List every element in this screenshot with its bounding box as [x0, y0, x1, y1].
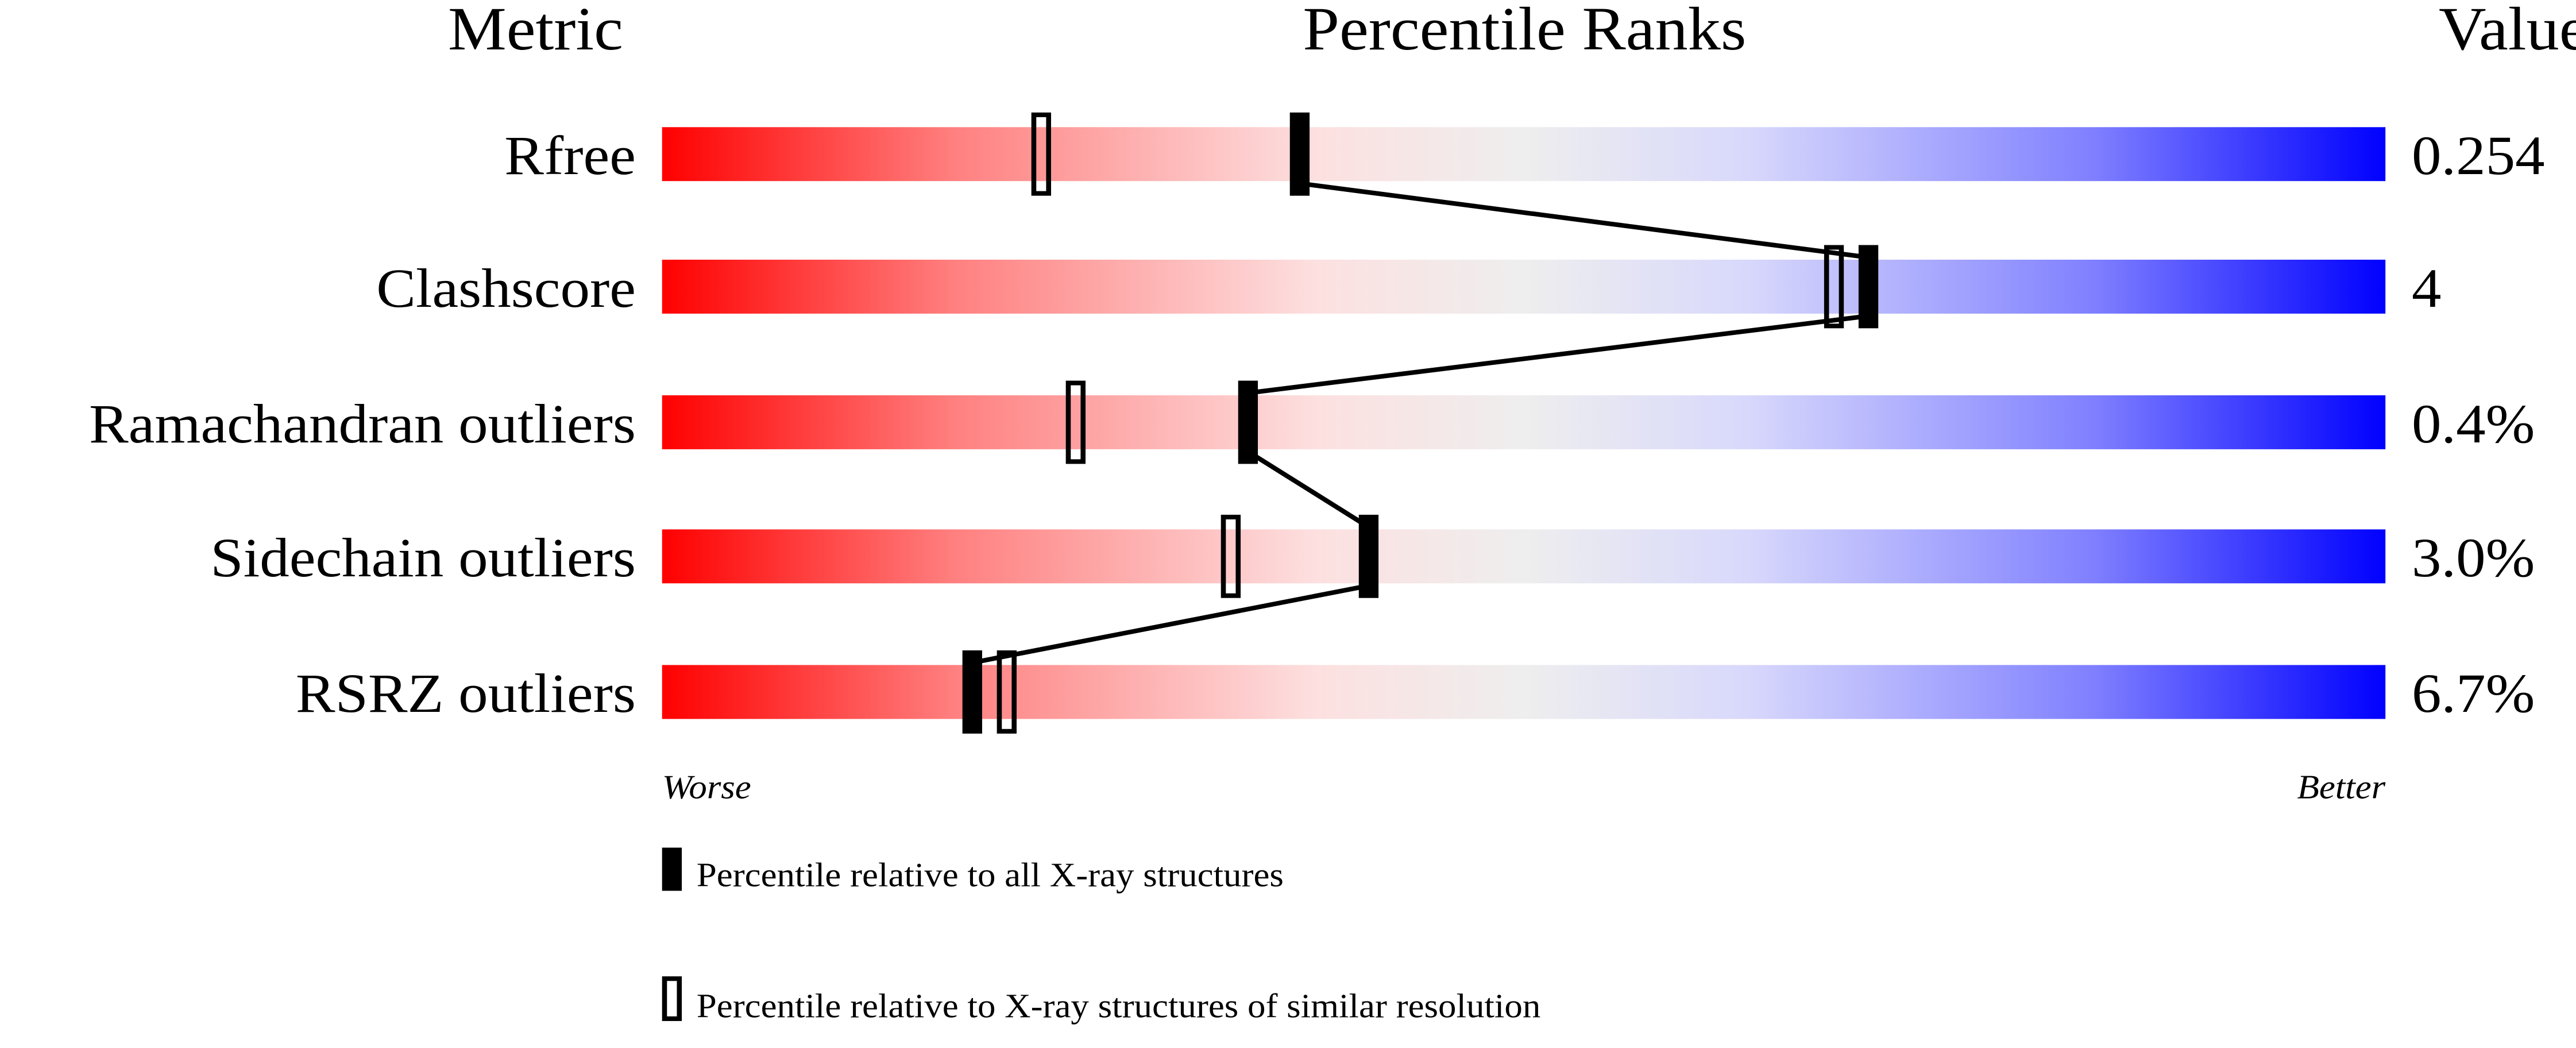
marker-all-structures: [1238, 380, 1258, 464]
connector-line: [1299, 181, 1869, 260]
header-metric: Metric: [448, 0, 623, 63]
legend-open-marker: [662, 976, 682, 1022]
marker-similar-resolution: [1824, 245, 1844, 329]
percentile-bar: [662, 665, 2386, 719]
percentile-bar: [662, 127, 2386, 182]
metric-value: 6.7%: [2412, 662, 2535, 724]
metric-label: RSRZ outliers: [296, 662, 636, 724]
metric-label: Rfree: [504, 125, 636, 186]
metric-value: 4: [2412, 257, 2441, 319]
percentile-bar: [662, 259, 2386, 314]
percentile-bar: [662, 529, 2386, 584]
marker-similar-resolution: [997, 650, 1017, 734]
legend-label-all: Percentile relative to all X-ray structu…: [697, 857, 1284, 894]
metric-value: 0.4%: [2412, 393, 2535, 454]
metric-value: 0.254: [2412, 125, 2545, 186]
connector-line: [1246, 449, 1370, 529]
marker-all-structures: [1858, 245, 1879, 329]
marker-similar-resolution: [1031, 112, 1051, 196]
header-value: Value: [2439, 0, 2576, 63]
metric-label: Sidechain outliers: [210, 527, 635, 588]
marker-similar-resolution: [1221, 514, 1241, 598]
marker-similar-resolution: [1065, 380, 1086, 464]
marker-all-structures: [962, 650, 982, 734]
marker-all-structures: [1358, 514, 1379, 598]
legend-filled-marker: [662, 847, 682, 891]
header-percentile-ranks: Percentile Ranks: [1303, 0, 1746, 63]
axis-label-better: Better: [2297, 769, 2385, 806]
connector-line: [971, 583, 1369, 665]
legend-label-similar: Percentile relative to X-ray structures …: [697, 988, 1541, 1025]
percentile-bar: [662, 395, 2386, 449]
metric-label: Clashscore: [376, 257, 636, 319]
marker-all-structures: [1289, 112, 1310, 196]
axis-label-worse: Worse: [662, 769, 751, 806]
metric-label: Ramachandran outliers: [89, 393, 636, 454]
connector-line: [1248, 313, 1869, 395]
metric-value: 3.0%: [2412, 527, 2535, 588]
